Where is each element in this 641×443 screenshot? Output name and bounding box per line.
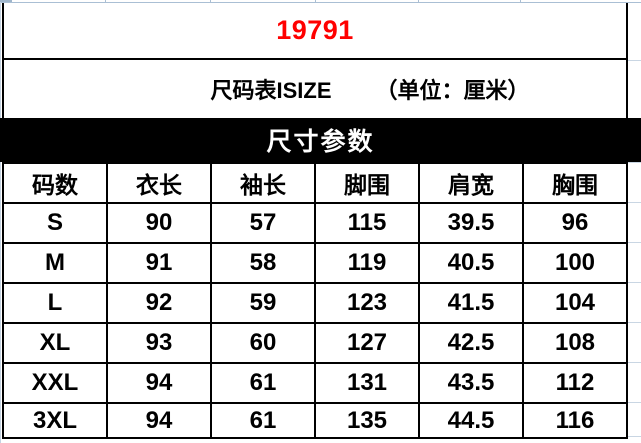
value-cell: 58	[210, 242, 316, 284]
value-cell: 39.5	[418, 202, 524, 244]
gridline-tick	[418, 0, 419, 3]
value-cell: 40.5	[418, 242, 524, 284]
table-row: L 92 59 123 41.5 104	[2, 282, 628, 324]
value-cell: 104	[522, 282, 628, 324]
table-row: XL 93 60 127 42.5 108	[2, 322, 628, 364]
header-cell-shoulder: 肩宽	[418, 162, 524, 204]
value-cell: 57	[210, 202, 316, 244]
value-cell: 116	[522, 402, 628, 439]
subtitle-row: 尺码表ISIZE （单位：厘米）	[2, 60, 628, 118]
gridline-stub	[628, 402, 641, 403]
gridline-corner	[0, 0, 12, 2]
size-table-head: 码数 衣长 袖长 脚围 肩宽 胸围	[2, 162, 628, 204]
header-cell-bust: 胸围	[522, 162, 628, 204]
size-cell: S	[2, 202, 108, 244]
gridline-stub	[628, 436, 641, 437]
value-cell: 42.5	[418, 322, 524, 364]
value-cell: 96	[522, 202, 628, 244]
gridline-left	[0, 0, 1, 443]
value-cell: 91	[106, 242, 212, 284]
header-cell-sleeve: 袖长	[210, 162, 316, 204]
table-row: S 90 57 115 39.5 96	[2, 202, 628, 244]
value-cell: 92	[106, 282, 212, 324]
value-cell: 123	[314, 282, 420, 324]
size-cell: XL	[2, 322, 108, 364]
gridline-stub	[628, 362, 641, 363]
gridline-stub	[628, 322, 641, 323]
value-cell: 127	[314, 322, 420, 364]
value-cell: 115	[314, 202, 420, 244]
gridline-top	[0, 2, 641, 3]
table-row: XXL 94 61 131 43.5 112	[2, 362, 628, 404]
value-cell: 60	[210, 322, 316, 364]
gridline-stub	[628, 60, 641, 61]
value-cell: 119	[314, 242, 420, 284]
header-cell-hem: 脚围	[314, 162, 420, 204]
value-cell: 100	[522, 242, 628, 284]
header-cell-length: 衣长	[106, 162, 212, 204]
gridline-tick	[210, 0, 211, 3]
gridline-tick	[315, 0, 316, 3]
size-table: 码数 衣长 袖长 脚围 肩宽 胸围 S 90 57 115 39.5 96 M 91 58 119…	[2, 162, 628, 439]
gridline-stub	[628, 202, 641, 203]
header-cell-size: 码数	[2, 162, 108, 204]
value-cell: 135	[314, 402, 420, 439]
gridline-tick	[105, 0, 106, 3]
size-cell: L	[2, 282, 108, 324]
gridline-stub	[628, 282, 641, 283]
size-chart-label: 尺码表ISIZE	[210, 78, 332, 103]
value-cell: 108	[522, 322, 628, 364]
value-cell: 43.5	[418, 362, 524, 404]
value-cell: 94	[106, 402, 212, 439]
header-row: 码数 衣长 袖长 脚围 肩宽 胸围	[2, 162, 628, 204]
value-cell: 41.5	[418, 282, 524, 324]
table-row: M 91 58 119 40.5 100	[2, 242, 628, 284]
unit-label: （单位：厘米）	[375, 78, 530, 103]
size-table-body: S 90 57 115 39.5 96 M 91 58 119 40.5 100 L 92 59 123 41.…	[2, 202, 628, 439]
table-row: 3XL 94 61 135 44.5 116	[2, 402, 628, 439]
gridline-stub	[628, 242, 641, 243]
size-cell: M	[2, 242, 108, 284]
gridline-stub	[628, 162, 641, 163]
value-cell: 59	[210, 282, 316, 324]
value-cell: 93	[106, 322, 212, 364]
product-code-row: 19791	[2, 3, 628, 60]
subtitle-group: 尺码表ISIZE （单位：厘米）	[210, 73, 529, 105]
value-cell: 94	[106, 362, 212, 404]
value-cell: 90	[106, 202, 212, 244]
title-rows: 19791 尺码表ISIZE （单位：厘米）	[2, 3, 628, 118]
size-cell: XXL	[2, 362, 108, 404]
value-cell: 61	[210, 362, 316, 404]
value-cell: 131	[314, 362, 420, 404]
section-title: 尺寸参数	[266, 128, 375, 156]
gridline-tick	[520, 0, 521, 3]
value-cell: 44.5	[418, 402, 524, 439]
section-bar: 尺寸参数	[0, 118, 641, 162]
value-cell: 61	[210, 402, 316, 439]
size-cell: 3XL	[2, 402, 108, 439]
product-code: 19791	[276, 15, 354, 45]
value-cell: 112	[522, 362, 628, 404]
